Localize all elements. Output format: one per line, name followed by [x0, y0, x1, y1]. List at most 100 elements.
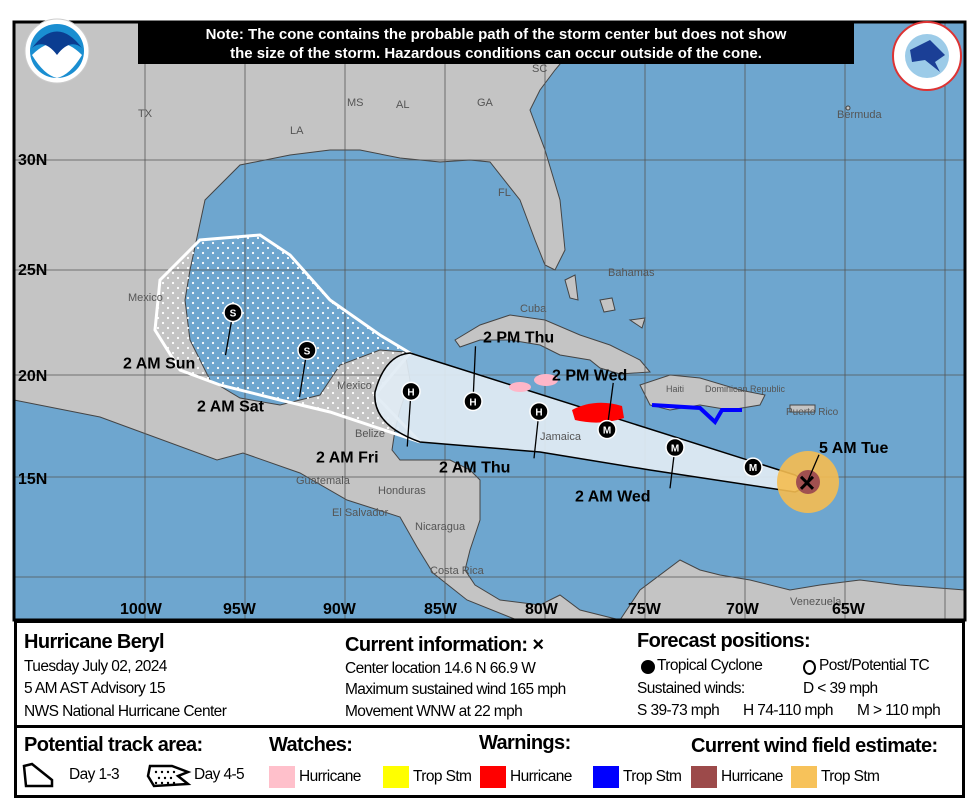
place-label: El Salvador — [332, 507, 389, 519]
lon-label: 85W — [424, 601, 458, 618]
watch-hurricane-swatch — [269, 766, 295, 788]
forecast-track: M 2 AM Wed M 2 PM Wed M 2 AM Thu H 2 PM Thu H 2 A… — [123, 302, 888, 506]
place-label: Belize — [355, 428, 385, 440]
current-time-label: 5 AM Tue — [819, 440, 888, 457]
trop-storm-warning-haiti — [651, 403, 742, 426]
day45-swatch-icon — [146, 764, 192, 788]
place-label: Costa Rica — [430, 565, 485, 577]
place-label: AL — [396, 99, 409, 111]
advisory-number: 5 AM AST Advisory 15 — [24, 680, 166, 697]
place-label: SC — [532, 63, 547, 75]
forecast-position-marker — [463, 391, 483, 412]
lon-label: 90W — [323, 601, 357, 618]
forecast-time-label: 2 AM Fri — [316, 449, 379, 466]
nws-logo — [892, 21, 962, 91]
lon-label: 65W — [832, 601, 866, 618]
watch-hurricane-label: Hurricane — [299, 768, 361, 785]
storm-name: Hurricane Beryl — [24, 631, 165, 653]
lon-label: 95W — [223, 601, 257, 618]
day45-label: Day 4-5 — [194, 766, 245, 783]
forecast-positions-title: Forecast positions: — [637, 630, 811, 652]
hurricane-watch-cayman — [509, 382, 531, 392]
advisory-date: Tuesday July 02, 2024 — [24, 658, 167, 675]
center-location: Center location 14.6 N 66.9 W — [345, 660, 536, 677]
place-label: FL — [498, 187, 511, 199]
lat-label: 20N — [18, 368, 47, 385]
forecast-position-marker — [297, 340, 317, 361]
lon-label: 80W — [525, 601, 559, 618]
warn-ts-swatch — [593, 766, 619, 788]
note-box — [138, 22, 854, 64]
place-label: Cuba — [520, 303, 547, 315]
note-line: the size of the storm. Hazardous conditi… — [230, 45, 762, 62]
m-range: M > 110 mph — [857, 702, 941, 719]
forecast-position-marker — [665, 437, 685, 458]
cone-day4-5 — [153, 233, 422, 444]
intensity-code: M — [671, 444, 679, 455]
label-leader-line — [806, 454, 820, 484]
place-label: Venezuela — [790, 596, 842, 608]
legend-panel: Potential track area: Day 1-3 Day 4-5 Wa… — [14, 728, 965, 798]
warn-ts-label: Trop Stm — [623, 768, 682, 785]
bermuda — [845, 105, 851, 111]
place-label: GA — [477, 97, 494, 109]
place-label: Bahamas — [608, 267, 655, 279]
wind-ts-swatch — [791, 766, 817, 788]
lon-label: 75W — [628, 601, 662, 618]
wind-hurricane-swatch — [691, 766, 717, 788]
puerto-rico — [789, 404, 816, 413]
track-area-swatches — [22, 762, 192, 788]
intensity-code: M — [749, 463, 757, 474]
issuing-center: NWS National Hurricane Center — [24, 703, 227, 720]
track-area-title: Potential track area: — [24, 734, 203, 756]
intensity-code: S — [304, 346, 311, 357]
movement: Movement WNW at 22 mph — [345, 703, 523, 720]
post-potential-label: Post/Potential TC — [819, 657, 930, 674]
forecast-time-label: 2 AM Sun — [123, 356, 195, 373]
place-label: TX — [138, 108, 153, 120]
place-label: Jamaica — [540, 431, 582, 443]
tropical-cyclone-label: Tropical Cyclone — [657, 657, 763, 674]
lon-label: 70W — [726, 601, 760, 618]
watches-title: Watches: — [269, 734, 353, 756]
place-label: Nicaragua — [415, 521, 466, 533]
place-label: Mexico — [128, 292, 163, 304]
forecast-position-marker — [597, 419, 617, 440]
wind-field-title: Current wind field estimate: — [691, 735, 938, 757]
intensity-code: H — [407, 387, 414, 398]
watch-ts-swatch — [383, 766, 409, 788]
h-range: H 74-110 mph — [743, 702, 833, 719]
place-label: Haiti — [666, 384, 684, 394]
place-label: MS — [347, 97, 364, 109]
intensity-code: H — [535, 408, 542, 419]
forecast-position-marker — [529, 401, 549, 422]
hurricane-warning-jamaica — [572, 402, 624, 423]
place-label: Dominican Republic — [705, 384, 786, 394]
lat-label: 25N — [18, 262, 47, 279]
intensity-code: M — [603, 426, 611, 437]
axis-labels: 100W 95W 90W 85W 80W 75W 70W 65W 30N 25N… — [18, 152, 866, 618]
warn-hurricane-label: Hurricane — [510, 768, 572, 785]
day13-label: Day 1-3 — [69, 766, 120, 783]
lon-label: 100W — [120, 601, 163, 618]
place-label: Mexico — [337, 380, 372, 392]
forecast-time-label: 2 AM Wed — [575, 489, 651, 506]
place-label: Puerto Rico — [786, 407, 839, 418]
forecast-position-marker — [401, 381, 421, 402]
warnings-title: Warnings: — [479, 732, 571, 754]
grid-lines — [14, 22, 965, 620]
lat-label: 30N — [18, 152, 47, 169]
forecast-time-label: 2 AM Thu — [439, 460, 510, 477]
current-info-title: Current information: × — [345, 634, 544, 656]
watch-ts-label: Trop Stm — [413, 768, 472, 785]
noaa-logo — [24, 18, 90, 84]
filled-circle-icon — [641, 660, 655, 674]
open-circle-icon — [803, 660, 816, 675]
hispaniola — [639, 374, 766, 411]
s-range: S 39-73 mph — [637, 702, 720, 719]
warn-hurricane-swatch — [480, 766, 506, 788]
wind-ts-label: Trop Stm — [821, 768, 880, 785]
place-label: Guatemala — [296, 475, 351, 487]
max-wind: Maximum sustained wind 165 mph — [345, 681, 566, 698]
